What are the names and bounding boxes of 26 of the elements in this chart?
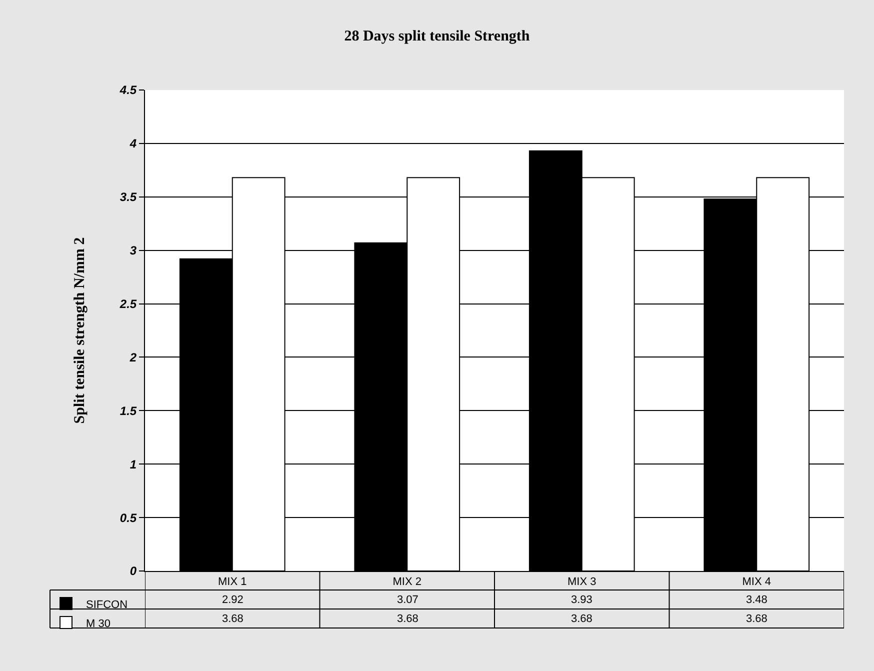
y-tick-label: 3.5 [120,190,137,204]
y-tick-label: 0.5 [120,510,137,525]
data-label: 3.68 [571,613,592,625]
data-label: 3.68 [746,613,768,625]
data-label: 3.93 [571,594,592,606]
y-tick-label: 1.5 [120,404,137,418]
y-axis-title: Split tensile strength N/mm 2 [72,237,88,424]
data-label: 3.68 [397,613,418,625]
data-label: 2.92 [222,594,244,606]
data-label: 3.07 [397,594,418,606]
data-label: 3.68 [222,613,244,625]
x-tick-label: MIX 4 [742,576,771,588]
y-tick-label: 3 [130,244,137,258]
y-tick-label: 0 [130,564,137,578]
x-tick-label: MIX 2 [392,576,422,588]
y-tick-label: 1 [130,457,137,472]
y-tick-label: 2.5 [118,296,137,311]
legend-label: SIFCON [86,598,128,611]
chart-title: 28 Days split tensile Strength [344,28,530,44]
y-tick-label: 4 [128,136,137,151]
y-tick-label: 4.5 [118,83,137,98]
x-tick-label: MIX 1 [218,576,247,588]
data-label: 3.48 [746,594,768,606]
legend-label: M 30 [86,618,110,630]
y-tick-label: 2 [128,350,137,364]
x-tick-label: MIX 3 [568,576,596,588]
